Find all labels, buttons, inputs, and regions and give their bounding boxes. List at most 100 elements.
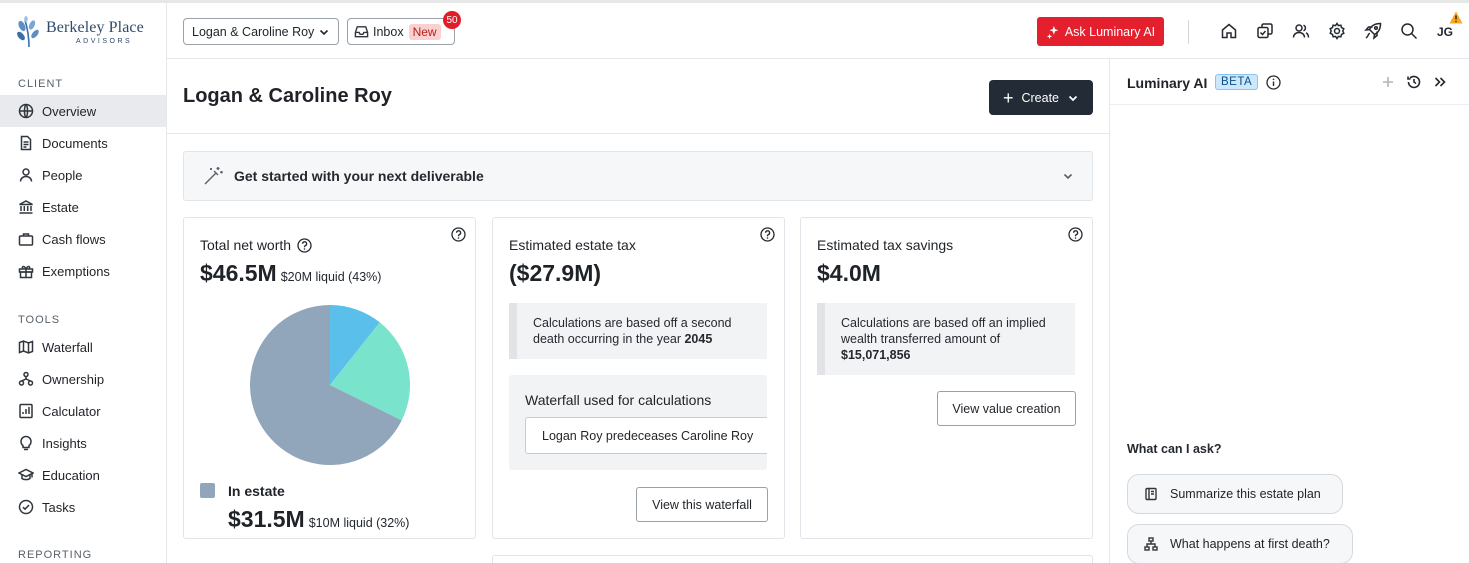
inbox-new-badge: New [408, 23, 441, 40]
help-icon[interactable] [297, 237, 312, 253]
what-can-i-ask-label: What can I ask? [1127, 442, 1222, 456]
ask-ai-label: Ask Luminary AI [1064, 24, 1156, 39]
check-circle-icon [18, 499, 34, 515]
compare-button[interactable] [1256, 22, 1274, 40]
search-icon [1401, 23, 1418, 40]
map-icon [18, 340, 34, 354]
sidebar-item-ownership[interactable]: Ownership [0, 363, 166, 395]
estate-tax-note-text: Calculations are based off a second deat… [533, 316, 732, 346]
create-label: Create [1021, 90, 1060, 105]
document-icon [20, 135, 32, 151]
page-title: Logan & Caroline Roy [183, 85, 392, 107]
net-worth-value: $46.5M $20M liquid (43%) [200, 260, 381, 287]
info-icon[interactable] [1266, 75, 1281, 90]
magic-wand-icon [204, 167, 223, 185]
sparkle-icon [1046, 25, 1059, 39]
bank-icon [19, 200, 33, 214]
chevron-down-icon [1063, 173, 1073, 180]
beta-badge: BETA [1215, 74, 1259, 90]
settings-button[interactable] [1328, 22, 1346, 40]
avatar[interactable]: JG [1436, 25, 1453, 39]
sidebar-item-tasks[interactable]: Tasks [0, 491, 166, 523]
client-select-value: Logan & Caroline Roy [192, 24, 315, 39]
sidebar-item-label: Exemptions [42, 263, 110, 279]
inbox-icon [354, 26, 369, 38]
suggestion-summarize[interactable]: Summarize this estate plan [1127, 474, 1343, 514]
new-chat-button[interactable] [1380, 74, 1396, 90]
deliverable-banner[interactable]: Get started with your next deliverable [183, 151, 1093, 201]
hierarchy-icon [18, 371, 34, 386]
suggestion-label: What happens at first death? [1170, 537, 1330, 551]
collapse-panel-button[interactable] [1432, 74, 1448, 90]
section-label-reporting: REPORTING [18, 549, 93, 561]
home-button[interactable] [1220, 22, 1238, 40]
legend-label-in-estate: In estate [228, 483, 285, 499]
gear-icon [1329, 22, 1345, 40]
history-icon [1407, 75, 1421, 89]
brand-logo[interactable]: Berkeley Place ADVISORS [16, 15, 144, 49]
sidebar-item-label: Education [42, 467, 100, 483]
sidebar-item-documents[interactable]: Documents [0, 127, 166, 159]
lightbulb-icon [20, 435, 32, 451]
net-worth-card: Total net worth $46.5M $20M liquid (43%) … [183, 217, 476, 539]
create-button[interactable]: + Create [989, 80, 1093, 115]
net-worth-amount: $46.5M [200, 260, 277, 286]
suggestion-first-death[interactable]: What happens at first death? [1127, 524, 1353, 563]
tax-savings-value: $4.0M [817, 260, 881, 286]
sidebar-item-people[interactable]: People [0, 159, 166, 191]
pie-slice-0[interactable] [249, 305, 402, 465]
warning-icon [1449, 11, 1463, 24]
clients-button[interactable] [1292, 22, 1310, 40]
copy-check-icon [1257, 23, 1273, 39]
history-button[interactable] [1406, 74, 1422, 90]
org-chart-icon [1144, 537, 1158, 551]
sidebar-item-insights[interactable]: Insights [0, 427, 166, 459]
sidebar-item-label: Documents [42, 135, 108, 151]
in-estate-liquid: $10M liquid (32%) [308, 516, 410, 530]
person-icon [19, 168, 33, 182]
estate-tax-value: ($27.9M) [509, 260, 602, 286]
help-icon[interactable] [760, 227, 775, 242]
tax-savings-note-text: Calculations are based off an implied we… [841, 316, 1046, 346]
client-select[interactable]: Logan & Caroline Roy [183, 18, 339, 45]
help-icon[interactable] [451, 227, 466, 242]
page-header: Logan & Caroline Roy + Create [167, 59, 1109, 134]
view-value-creation-button[interactable]: View value creation [937, 391, 1076, 426]
estate-tax-title: Estimated estate tax [509, 237, 636, 253]
ai-panel-title: Luminary AI [1127, 75, 1208, 91]
launch-button[interactable] [1364, 22, 1382, 40]
ai-panel-header: Luminary AI BETA [1110, 59, 1469, 105]
sidebar: Berkeley Place ADVISORS CLIENT Overview … [0, 3, 167, 563]
luminary-ai-panel: Luminary AI BETA What can I ask? Summari… [1109, 59, 1469, 563]
gift-icon [18, 265, 34, 279]
sidebar-item-label: Waterfall [42, 339, 93, 355]
sidebar-item-overview[interactable]: Overview [0, 95, 166, 127]
section-label-tools: TOOLS [18, 314, 61, 326]
sidebar-item-education[interactable]: Education [0, 459, 166, 491]
view-waterfall-button[interactable]: View this waterfall [636, 487, 768, 522]
ask-ai-button[interactable]: Ask Luminary AI [1037, 17, 1164, 46]
sidebar-item-estate[interactable]: Estate [0, 191, 166, 223]
pie-slice-2[interactable] [330, 322, 410, 421]
chevron-down-icon [1068, 95, 1078, 101]
sidebar-item-waterfall[interactable]: Waterfall [0, 331, 166, 363]
sidebar-item-cash-flows[interactable]: Cash flows [0, 223, 166, 255]
sidebar-item-exemptions[interactable]: Exemptions [0, 255, 166, 287]
sidebar-item-label: Overview [42, 103, 97, 119]
main-content: Logan & Caroline Roy + Create Get starte… [167, 59, 1109, 563]
sidebar-item-label: Estate [42, 199, 79, 215]
help-icon[interactable] [1068, 227, 1083, 242]
book-icon [1145, 487, 1157, 501]
sidebar-item-calculator[interactable]: Calculator [0, 395, 166, 427]
inbox-button[interactable]: Inbox New [347, 18, 455, 45]
brand-subtitle: ADVISORS [76, 37, 133, 45]
estate-tax-card: Estimated estate tax ($27.9M) Calculatio… [492, 217, 785, 539]
waterfall-select[interactable]: Logan Roy predeceases Caroline Roy [525, 417, 767, 454]
tax-savings-card: Estimated tax savings $4.0M Calculations… [800, 217, 1093, 539]
search-button[interactable] [1400, 22, 1418, 40]
pie-slice-1[interactable] [330, 305, 380, 385]
tax-savings-note-amount: $15,071,856 [841, 348, 911, 362]
home-icon [1221, 23, 1237, 39]
in-estate-amount: $31.5M [228, 506, 305, 532]
